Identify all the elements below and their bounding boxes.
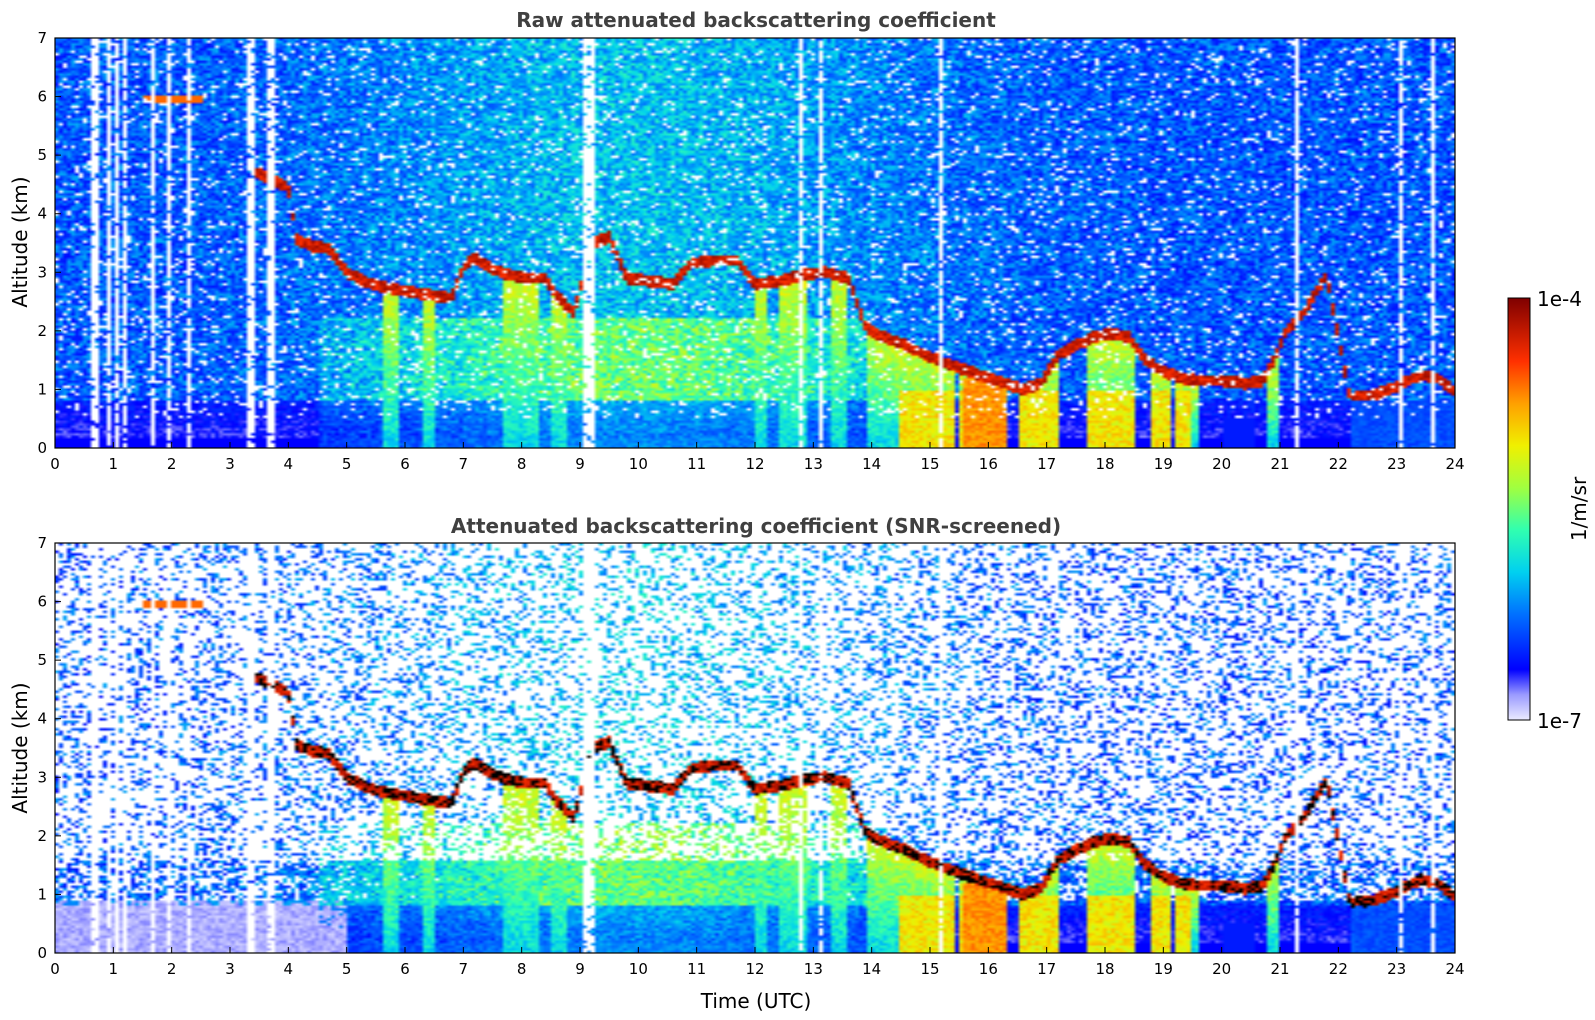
x-tick-label: 16 [979, 455, 998, 473]
y-tick-label: 0 [37, 944, 47, 962]
x-tick-label: 18 [1095, 960, 1114, 978]
x-tick-label: 19 [1154, 455, 1173, 473]
y-tick-label: 6 [37, 593, 47, 611]
x-tick-label: 10 [629, 455, 648, 473]
x-tick-label: 0 [50, 960, 60, 978]
x-tick-label: 7 [459, 455, 469, 473]
x-tick-label: 14 [862, 960, 881, 978]
x-tick-label: 0 [50, 455, 60, 473]
x-tick-label: 15 [920, 455, 939, 473]
x-tick-label: 21 [1270, 960, 1289, 978]
y-tick-label: 0 [37, 439, 47, 457]
x-tick-label: 20 [1212, 455, 1231, 473]
y-tick-label: 7 [37, 29, 47, 47]
x-tick-label: 1 [109, 455, 119, 473]
y-tick-label: 3 [37, 263, 47, 281]
y-tick-label: 5 [37, 146, 47, 164]
x-tick-label: 6 [400, 455, 410, 473]
colorbar-gradient [1507, 297, 1531, 721]
x-tick-label: 4 [284, 960, 294, 978]
x-tick-label: 2 [167, 455, 177, 473]
x-tick-label: 13 [804, 960, 823, 978]
x-tick-label: 8 [517, 960, 527, 978]
x-tick-label: 12 [745, 960, 764, 978]
x-tick-label: 9 [575, 960, 585, 978]
x-tick-label: 2 [167, 960, 177, 978]
y-tick-label: 3 [37, 768, 47, 786]
y-tick-label: 6 [37, 88, 47, 106]
y-tick-label: 7 [37, 534, 47, 552]
x-tick-label: 11 [687, 960, 706, 978]
x-tick-label: 17 [1037, 455, 1056, 473]
x-tick-label: 23 [1387, 455, 1406, 473]
x-tick-label: 6 [400, 960, 410, 978]
x-tick-label: 4 [284, 455, 294, 473]
colorbar-min-label: 1e-7 [1537, 709, 1582, 733]
raw-backscatter-panel: Raw attenuated backscattering coefficien… [8, 8, 1465, 473]
x-tick-label: 3 [225, 960, 235, 978]
x-tick-label: 23 [1387, 960, 1406, 978]
y-tick-label: 4 [37, 710, 47, 728]
y-tick-label: 1 [37, 380, 47, 398]
heatmap-image-raw [55, 38, 1455, 448]
screened-backscatter-panel: Attenuated backscattering coefficient (S… [8, 514, 1465, 1013]
x-tick-label: 20 [1212, 960, 1231, 978]
x-tick-label: 12 [745, 455, 764, 473]
panel-title-screened: Attenuated backscattering coefficient (S… [451, 514, 1061, 538]
x-tick-label: 7 [459, 960, 469, 978]
y-axis-label-raw: Altitude (km) [8, 176, 32, 307]
y-tick-label: 1 [37, 885, 47, 903]
colorbar: 1e-4 1e-7 1/m/sr [1507, 287, 1591, 733]
x-tick-label: 19 [1154, 960, 1173, 978]
x-tick-label: 13 [804, 455, 823, 473]
heatmap-image-screened [55, 543, 1455, 953]
x-tick-label: 18 [1095, 455, 1114, 473]
y-tick-label: 5 [37, 651, 47, 669]
colorbar-max-label: 1e-4 [1537, 287, 1582, 311]
colorbar-unit-label: 1/m/sr [1567, 476, 1591, 541]
y-tick-label: 4 [37, 205, 47, 223]
x-tick-label: 15 [920, 960, 939, 978]
x-tick-label: 5 [342, 455, 352, 473]
x-axis-label: Time (UTC) [700, 989, 812, 1013]
x-tick-label: 16 [979, 960, 998, 978]
x-tick-label: 22 [1329, 960, 1348, 978]
x-tick-label: 10 [629, 960, 648, 978]
x-tick-label: 17 [1037, 960, 1056, 978]
x-tick-label: 11 [687, 455, 706, 473]
x-tick-label: 8 [517, 455, 527, 473]
x-tick-label: 24 [1445, 960, 1464, 978]
x-tick-label: 9 [575, 455, 585, 473]
x-tick-label: 5 [342, 960, 352, 978]
y-tick-label: 2 [37, 827, 47, 845]
x-tick-label: 1 [109, 960, 119, 978]
x-tick-label: 21 [1270, 455, 1289, 473]
x-tick-label: 24 [1445, 455, 1464, 473]
x-tick-label: 14 [862, 455, 881, 473]
y-tick-label: 2 [37, 322, 47, 340]
panel-title-raw: Raw attenuated backscattering coefficien… [516, 8, 996, 32]
x-tick-label: 22 [1329, 455, 1348, 473]
x-tick-label: 3 [225, 455, 235, 473]
y-axis-label-screened: Altitude (km) [8, 682, 32, 813]
